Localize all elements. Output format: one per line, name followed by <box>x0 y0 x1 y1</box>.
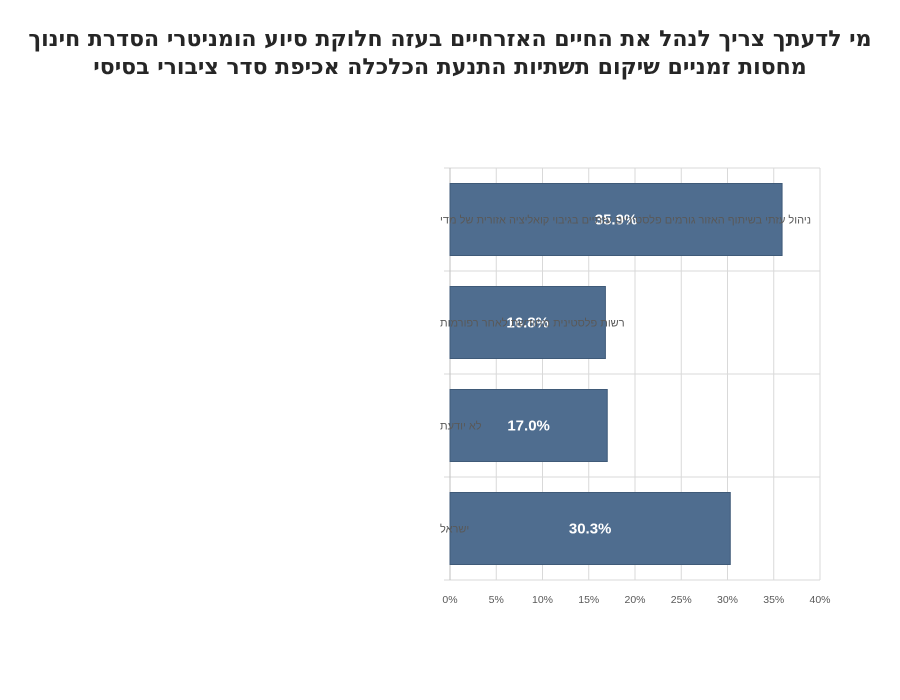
data-label: 17.0% <box>507 418 550 435</box>
chart-title: מי לדעתך צריך לנהל את החיים האזרחיים בעז… <box>20 26 880 82</box>
x-tick-label: 35% <box>763 594 784 606</box>
x-tick-label: 20% <box>624 594 645 606</box>
x-tick-label: 25% <box>671 594 692 606</box>
category-label: ישראל <box>440 523 469 536</box>
x-tick-label: 30% <box>717 594 738 606</box>
x-tick-label: 15% <box>578 594 599 606</box>
x-tick-label: 5% <box>489 594 504 606</box>
bar <box>449 183 783 256</box>
category-label: רשות פלסטינית מחודשת לאחר רפורמות <box>440 317 625 330</box>
data-label: 16.8% <box>506 315 549 332</box>
bar <box>449 389 608 462</box>
chart-title-line-1: מי לדעתך צריך לנהל את החיים האזרחיים בעז… <box>28 27 872 52</box>
bar <box>449 286 606 359</box>
x-tick-label: 0% <box>442 594 457 606</box>
category-label: ניהול עזתי בשיתוף האזור גורמים פלסטיניים… <box>440 214 811 227</box>
data-label: 35.9% <box>595 212 638 229</box>
bar <box>449 492 731 565</box>
x-tick-label: 40% <box>809 594 830 606</box>
category-label: לא יודעת <box>440 420 482 433</box>
chart-title-line-2: מחסות זמניים שיקום תשתיות התנעת הכלכלה א… <box>93 55 807 80</box>
x-tick-label: 10% <box>532 594 553 606</box>
data-label: 30.3% <box>569 521 612 538</box>
